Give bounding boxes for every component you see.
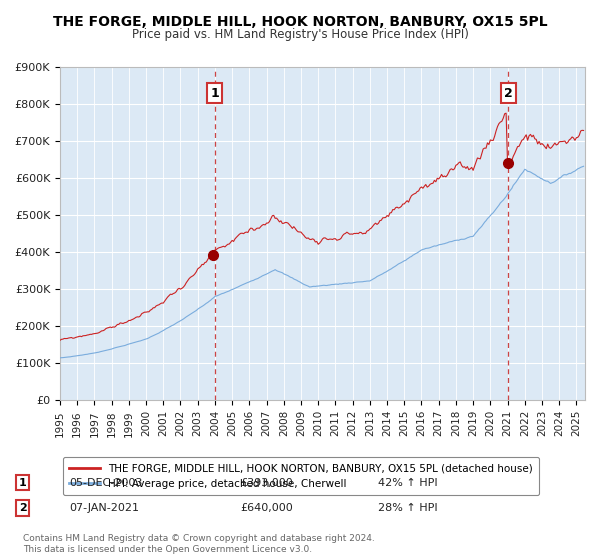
Text: £640,000: £640,000 bbox=[240, 503, 293, 513]
Text: 2: 2 bbox=[504, 87, 513, 100]
Text: THE FORGE, MIDDLE HILL, HOOK NORTON, BANBURY, OX15 5PL: THE FORGE, MIDDLE HILL, HOOK NORTON, BAN… bbox=[53, 15, 547, 29]
Text: 28% ↑ HPI: 28% ↑ HPI bbox=[378, 503, 437, 513]
Text: 42% ↑ HPI: 42% ↑ HPI bbox=[378, 478, 437, 488]
Text: 1: 1 bbox=[211, 87, 219, 100]
Legend: THE FORGE, MIDDLE HILL, HOOK NORTON, BANBURY, OX15 5PL (detached house), HPI: Av: THE FORGE, MIDDLE HILL, HOOK NORTON, BAN… bbox=[62, 458, 539, 495]
Text: 07-JAN-2021: 07-JAN-2021 bbox=[69, 503, 139, 513]
Text: Contains HM Land Registry data © Crown copyright and database right 2024.: Contains HM Land Registry data © Crown c… bbox=[23, 534, 374, 543]
Text: Price paid vs. HM Land Registry's House Price Index (HPI): Price paid vs. HM Land Registry's House … bbox=[131, 28, 469, 41]
Text: 05-DEC-2003: 05-DEC-2003 bbox=[69, 478, 142, 488]
Text: 1: 1 bbox=[19, 478, 26, 488]
Text: £393,000: £393,000 bbox=[240, 478, 293, 488]
Text: 2: 2 bbox=[19, 503, 26, 513]
Text: This data is licensed under the Open Government Licence v3.0.: This data is licensed under the Open Gov… bbox=[23, 545, 312, 554]
